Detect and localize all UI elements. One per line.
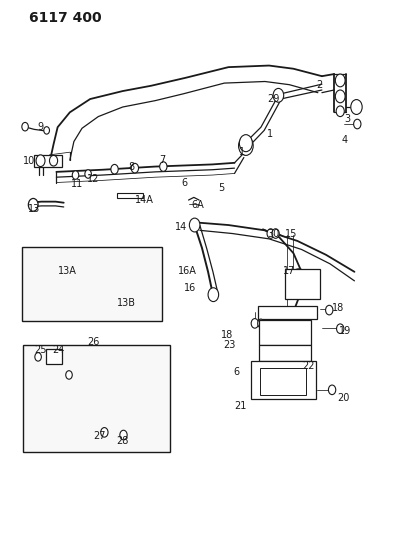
Ellipse shape: [292, 273, 306, 294]
Bar: [46, 350, 62, 365]
Bar: [258, 306, 317, 319]
Circle shape: [328, 385, 336, 394]
Circle shape: [258, 319, 264, 328]
Text: 13A: 13A: [58, 266, 76, 276]
Circle shape: [85, 169, 91, 178]
Circle shape: [354, 119, 361, 129]
Circle shape: [239, 136, 253, 156]
Circle shape: [111, 165, 118, 174]
Bar: [259, 320, 311, 345]
Text: 23: 23: [224, 340, 236, 350]
Text: 12: 12: [87, 174, 100, 184]
Text: 20: 20: [337, 393, 350, 403]
Circle shape: [251, 319, 259, 328]
Text: 18: 18: [221, 329, 233, 340]
Circle shape: [208, 288, 219, 302]
Circle shape: [273, 88, 284, 102]
Circle shape: [335, 90, 345, 103]
Text: 16: 16: [184, 283, 196, 293]
Circle shape: [49, 156, 58, 166]
Bar: [260, 368, 306, 395]
Circle shape: [131, 164, 139, 173]
Text: 14: 14: [175, 222, 187, 232]
Text: 7: 7: [159, 155, 166, 165]
Bar: [285, 269, 320, 300]
Circle shape: [272, 229, 279, 238]
Text: 25: 25: [34, 345, 47, 356]
Text: 4: 4: [341, 135, 348, 145]
Text: 13B: 13B: [117, 297, 135, 308]
Bar: [23, 345, 170, 451]
Text: 29: 29: [267, 94, 279, 104]
Text: 24: 24: [53, 345, 65, 356]
Circle shape: [326, 305, 333, 315]
Text: 13: 13: [28, 204, 40, 214]
Circle shape: [120, 430, 127, 440]
Text: 21: 21: [235, 401, 247, 411]
Text: 18: 18: [332, 303, 344, 313]
Text: 19: 19: [339, 326, 351, 336]
Text: 28: 28: [117, 436, 129, 446]
Bar: [251, 361, 316, 399]
Text: 5: 5: [218, 183, 224, 193]
Circle shape: [101, 427, 108, 437]
Text: 6: 6: [233, 367, 239, 377]
Circle shape: [337, 324, 344, 334]
Text: 16A: 16A: [177, 266, 196, 276]
Text: 15: 15: [284, 229, 297, 239]
Text: 1: 1: [239, 147, 245, 157]
Bar: [259, 345, 311, 361]
Text: 6117 400: 6117 400: [29, 11, 102, 25]
Bar: [22, 247, 162, 321]
Text: 3: 3: [344, 114, 350, 124]
Circle shape: [335, 74, 345, 87]
Text: 27: 27: [93, 431, 106, 441]
Circle shape: [239, 135, 253, 152]
Text: 6A: 6A: [192, 200, 204, 210]
Bar: [34, 155, 62, 166]
Text: 8: 8: [129, 161, 135, 172]
Text: 22: 22: [302, 361, 315, 372]
Text: 14A: 14A: [135, 195, 154, 205]
Bar: [117, 193, 143, 198]
Text: 11: 11: [71, 179, 83, 189]
Circle shape: [36, 155, 45, 166]
Text: 1: 1: [267, 128, 273, 139]
Text: 9: 9: [37, 122, 43, 132]
Circle shape: [28, 198, 38, 211]
Text: 6: 6: [182, 177, 188, 188]
Text: 26: 26: [87, 337, 99, 347]
Text: 30: 30: [267, 229, 279, 239]
Circle shape: [66, 370, 72, 379]
Circle shape: [22, 123, 28, 131]
Circle shape: [336, 106, 344, 117]
Circle shape: [189, 218, 200, 232]
Circle shape: [267, 229, 274, 238]
Circle shape: [44, 127, 49, 134]
Text: 2: 2: [316, 80, 322, 90]
Ellipse shape: [289, 269, 308, 298]
Circle shape: [160, 162, 167, 171]
Circle shape: [351, 100, 362, 115]
Text: 10: 10: [23, 156, 35, 166]
Text: 17: 17: [283, 266, 296, 276]
Circle shape: [72, 171, 79, 179]
Circle shape: [35, 353, 41, 361]
